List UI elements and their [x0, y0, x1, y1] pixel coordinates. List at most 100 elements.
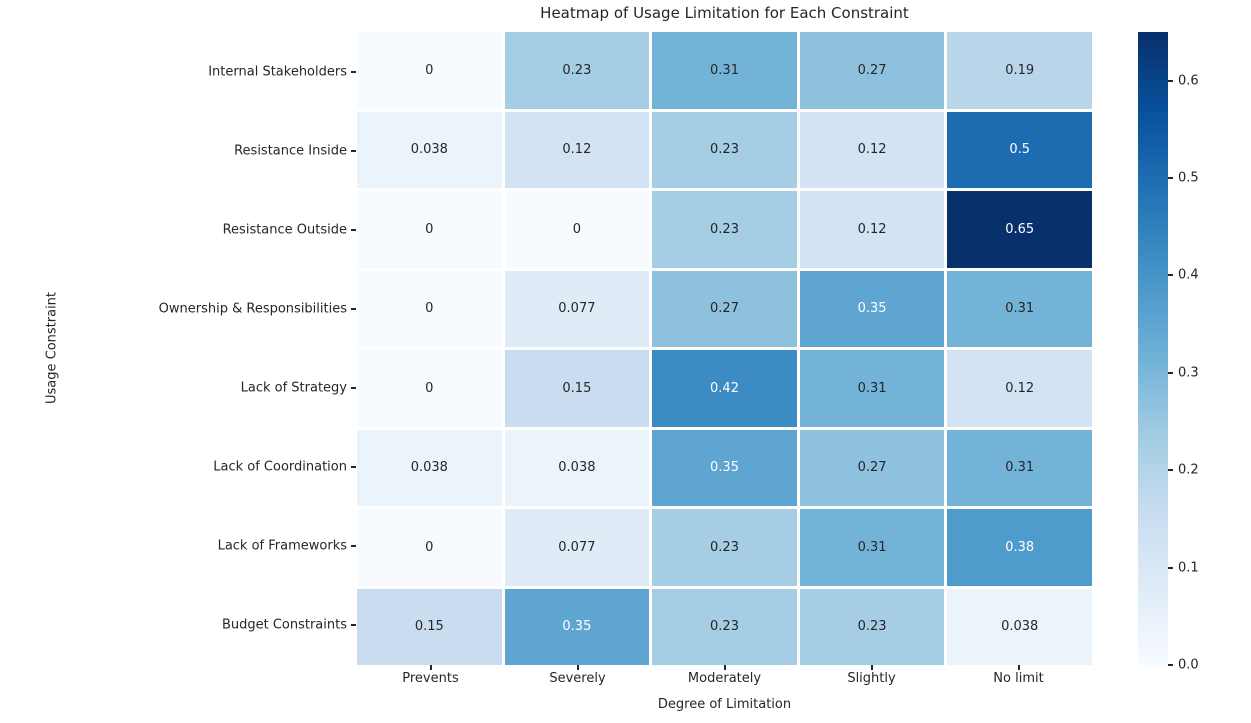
heatmap-cell: 0.31: [947, 270, 1092, 347]
cell-value: 0.038: [410, 460, 448, 476]
x-tick-mark: [576, 665, 579, 670]
cell-value: 0.038: [410, 142, 448, 158]
cell-value: 0.31: [710, 62, 739, 78]
heatmap-cell: 0.12: [947, 350, 1092, 427]
heatmap-cell: 0.31: [652, 32, 797, 109]
heatmap-cell: 0.23: [652, 111, 797, 188]
cell-value: 0: [425, 301, 434, 317]
y-tick-label: Budget Constraints: [221, 617, 347, 633]
y-tick-label: Lack of Strategy: [240, 380, 347, 396]
colorbar-tick-label: 0.5: [1178, 170, 1199, 186]
heatmap-cell: 0.27: [652, 270, 797, 347]
cell-value: 0: [425, 62, 434, 78]
x-tick-label: No limit: [993, 671, 1044, 686]
heatmap-cell: 0.23: [652, 191, 797, 268]
y-tick-mark: [351, 228, 356, 231]
heatmap-cell: 0.15: [357, 588, 502, 665]
cell-value: 0.23: [710, 539, 739, 555]
colorbar-gradient: [1138, 32, 1168, 665]
heatmap-cell: 0: [357, 509, 502, 586]
cell-value: 0.15: [414, 619, 444, 635]
x-tick-label: Severely: [549, 671, 606, 686]
cell-value: 0.5: [1009, 142, 1031, 158]
cell-value: 0.12: [857, 221, 887, 237]
cell-value: 0.038: [558, 460, 596, 476]
colorbar-tick-mark: [1168, 664, 1173, 666]
cell-value: 0.12: [857, 142, 887, 158]
heatmap-cell: 0: [357, 270, 502, 347]
cell-value: 0.42: [710, 380, 739, 396]
y-tick-label: Lack of Frameworks: [217, 538, 347, 554]
y-tick-mark: [351, 149, 356, 152]
cell-value: 0: [425, 539, 434, 555]
heatmap-cell: 0.65: [947, 191, 1092, 268]
cell-value: 0.31: [857, 380, 887, 396]
heatmap-cell: 0.38: [947, 509, 1092, 586]
cell-value: 0.23: [562, 62, 592, 78]
heatmap-cell: 0.35: [652, 429, 797, 506]
x-axis-label: Degree of Limitation: [657, 697, 792, 712]
heatmap-cell: 0.31: [799, 509, 945, 586]
y-tick-label: Internal Stakeholders: [208, 64, 347, 80]
heatmap-cell: 0.19: [947, 32, 1092, 109]
heatmap-grid: 0 0.23 0.31 0.27 0.19 0.038 0.12 0.23 0.12 0.5 0 0 0…: [357, 32, 1092, 665]
heatmap-cell: 0.27: [799, 429, 945, 506]
heatmap-cell: 0: [357, 32, 502, 109]
cell-value: 0.12: [1005, 380, 1035, 396]
colorbar-tick-mark: [1168, 79, 1173, 82]
colorbar-tick-mark: [1168, 469, 1173, 472]
cell-value: 0.35: [710, 460, 739, 476]
heatmap-cell: 0: [504, 191, 650, 268]
x-tick-mark: [723, 665, 726, 670]
heatmap-cell: 0.038: [357, 429, 502, 506]
heatmap-cell: 0.35: [504, 588, 650, 665]
cell-value: 0.27: [857, 62, 887, 78]
colorbar-tick-label: 0.0: [1178, 657, 1199, 673]
heatmap-cell: 0.23: [799, 588, 945, 665]
cell-value: 0.077: [558, 539, 596, 555]
cell-value: 0.31: [857, 539, 887, 555]
y-tick-mark: [351, 70, 356, 73]
heatmap-cell: 0.5: [947, 111, 1092, 188]
y-tick-mark: [351, 387, 356, 390]
cell-value: 0.23: [710, 619, 739, 635]
y-tick-mark: [351, 307, 356, 310]
cell-value: 0: [425, 221, 434, 237]
cell-value: 0.65: [1005, 221, 1035, 237]
cell-value: 0.038: [1001, 619, 1039, 635]
heatmap-cell: 0.31: [799, 350, 945, 427]
chart-title: Heatmap of Usage Limitation for Each Con…: [540, 4, 909, 22]
heatmap-cell: 0.15: [504, 350, 650, 427]
y-tick-label: Lack of Coordination: [213, 459, 347, 475]
heatmap-cell: 0: [357, 191, 502, 268]
colorbar-tick-mark: [1168, 566, 1173, 569]
colorbar-tick-mark: [1168, 274, 1173, 277]
colorbar-tick-label: 0.6: [1178, 73, 1199, 89]
cell-value: 0.23: [710, 221, 739, 237]
x-tick-label: Slightly: [847, 671, 896, 686]
colorbar-tick-label: 0.4: [1178, 267, 1199, 283]
cell-value: 0.15: [562, 380, 592, 396]
cell-value: 0.35: [857, 301, 887, 317]
x-tick-label: Moderately: [687, 671, 762, 686]
cell-value: 0.12: [562, 142, 592, 158]
x-tick-label: Prevents: [402, 671, 459, 686]
heatmap-cell: 0.12: [799, 111, 945, 188]
heatmap-cell: 0.12: [799, 191, 945, 268]
colorbar-tick-mark: [1168, 177, 1173, 180]
y-tick-mark: [351, 466, 356, 469]
heatmap-cell: 0.35: [799, 270, 945, 347]
colorbar-tick-label: 0.3: [1178, 365, 1199, 381]
heatmap-cell: 0.038: [504, 429, 650, 506]
cell-value: 0.38: [1005, 539, 1035, 555]
y-tick-label: Resistance Inside: [234, 143, 347, 159]
y-tick-label: Resistance Outside: [222, 222, 347, 238]
heatmap-cell: 0.077: [504, 270, 650, 347]
cell-value: 0.35: [562, 619, 592, 635]
cell-value: 0.19: [1005, 62, 1035, 78]
cell-value: 0.23: [710, 142, 739, 158]
y-tick-label: Ownership & Responsibilities: [158, 301, 347, 317]
colorbar-tick-mark: [1168, 371, 1173, 374]
